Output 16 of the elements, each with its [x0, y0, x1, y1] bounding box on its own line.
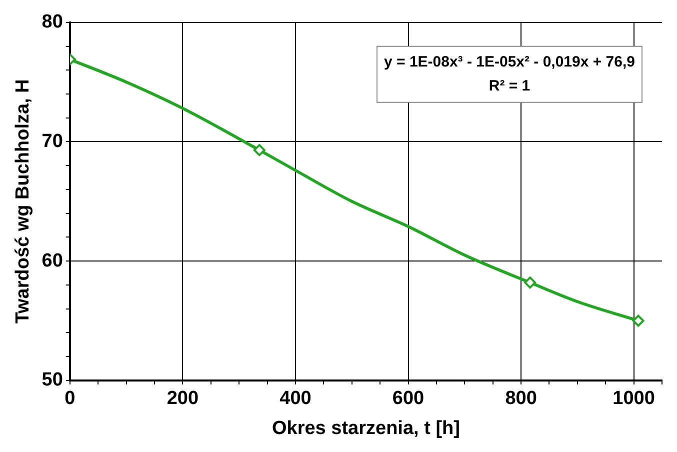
y-tick-label: 80 [42, 12, 63, 33]
annotation: R² = 1 [488, 78, 530, 95]
x-tick-label: 1000 [612, 388, 655, 410]
x-tick-label: 800 [505, 388, 537, 410]
x-axis-title: Okres starzenia, t [h] [272, 418, 460, 439]
y-tick-label: 50 [42, 370, 63, 391]
annotation: y = 1E-08x³ - 1E-05x² - 0,019x + 76,9 [384, 54, 636, 71]
y-axis-title: Twardość wg Buchholza, H [12, 79, 34, 324]
x-tick-label: 0 [64, 388, 76, 410]
x-tick-label: 600 [392, 388, 424, 410]
x-tick-label: 200 [166, 388, 199, 410]
y-tick-label: 70 [42, 130, 63, 152]
x-tick-label: 400 [280, 388, 312, 410]
y-tick-label: 60 [42, 250, 63, 272]
point [632, 314, 644, 327]
point [524, 276, 536, 289]
